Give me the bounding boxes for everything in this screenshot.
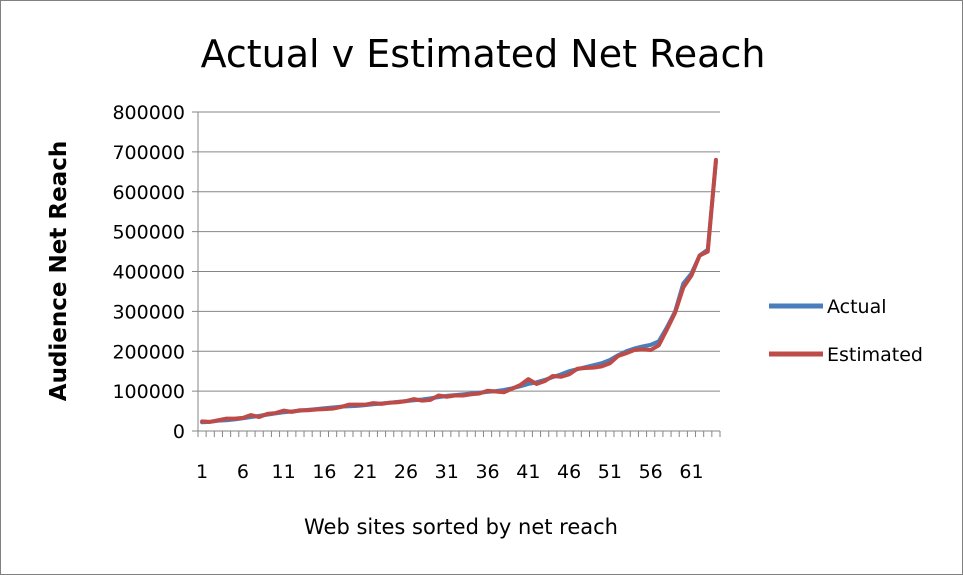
x-tick-label: 16 [312,461,336,483]
series-line-actual [200,159,718,425]
x-tick-label: 41 [516,461,540,483]
x-tick-label: 6 [237,461,249,483]
x-tick-label: 56 [639,461,663,483]
x-tick-label: 31 [435,461,459,483]
y-tick-label: 700000 [112,142,185,164]
legend-label-actual: Actual [827,296,887,318]
y-tick-label: 600000 [112,182,185,204]
x-tick-label: 46 [557,461,581,483]
x-tick-label: 11 [272,461,296,483]
x-axis-ticks: 1 6 11 16 21 26 31 36 41 46 51 56 61 [196,431,721,483]
x-tick-label: 51 [598,461,622,483]
y-tick-label: 400000 [112,262,185,284]
y-tick-label: 100000 [112,381,185,403]
y-tick-label: 800000 [112,102,185,124]
x-tick-label: 61 [679,461,703,483]
y-tick-label: 200000 [112,341,185,363]
x-axis-label: Web sites sorted by net reach [304,515,618,539]
x-tick-label: 21 [353,461,377,483]
y-axis-ticks: 0 100000 200000 300000 400000 500000 600000 700… [112,102,198,443]
y-axis-label: Audience Net Reach [46,141,72,401]
series-layer [200,157,718,425]
legend: Actual Estimated [769,296,923,366]
x-tick-label: 1 [196,461,208,483]
y-tick-label: 0 [173,421,185,443]
series-line-estimated [200,157,718,424]
x-tick-label: 36 [475,461,499,483]
gridlines [198,111,720,392]
x-tick-label: 26 [394,461,418,483]
y-tick-label: 300000 [112,301,185,323]
legend-label-estimated: Estimated [827,344,923,366]
y-tick-label: 500000 [112,222,185,244]
chart-title: Actual v Estimated Net Reach [201,32,766,76]
